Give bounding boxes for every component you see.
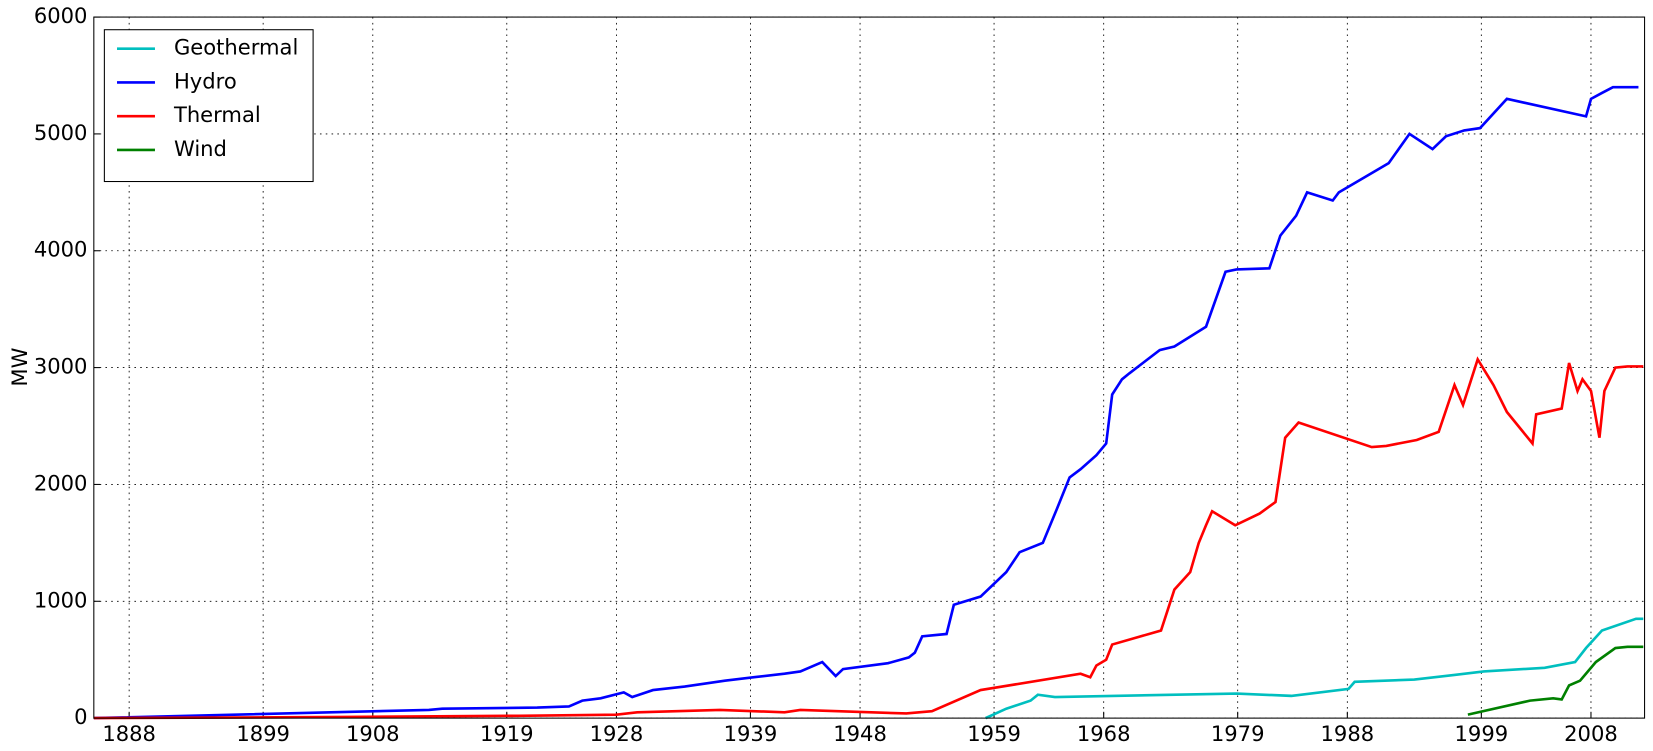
y-tick-label: 6000 [34, 3, 88, 28]
plot-frame [93, 16, 1646, 719]
series-line [1467, 645, 1644, 716]
legend-label: Thermal [173, 102, 261, 127]
y-tick-label: 5000 [34, 120, 88, 145]
x-tick-label: 1888 [102, 721, 156, 746]
x-tick-label: 1959 [967, 721, 1021, 746]
y-axis-label: MW [7, 347, 32, 386]
x-tick-label: 1928 [590, 721, 644, 746]
x-tick-label: 1999 [1455, 721, 1509, 746]
y-tick-label: 0 [74, 704, 87, 729]
x-tick-label: 1948 [833, 721, 887, 746]
x-tick-label: 1908 [346, 721, 400, 746]
x-tick-label: 1968 [1077, 721, 1131, 746]
x-tick-label: 2008 [1564, 721, 1618, 746]
y-tick-label: 1000 [34, 587, 88, 612]
series-line [93, 356, 1644, 720]
y-tick-label: 2000 [34, 470, 88, 495]
x-tick-label: 1919 [480, 721, 534, 746]
x-tick-label: 1939 [724, 721, 778, 746]
x-tick-label: 1979 [1211, 721, 1265, 746]
legend: Geothermal Hydro Thermal Wind [103, 29, 314, 183]
x-tick-label: 1988 [1321, 721, 1375, 746]
x-tick-label: 1899 [236, 721, 290, 746]
legend-label: Geothermal [174, 35, 298, 60]
series-line [93, 85, 1639, 720]
y-tick-label: 3000 [34, 354, 88, 379]
legend-label: Hydro [174, 68, 237, 93]
y-tick-label: 4000 [34, 237, 88, 262]
series-line [985, 617, 1644, 720]
legend-label: Wind [174, 136, 227, 161]
legend-frame [103, 29, 314, 183]
